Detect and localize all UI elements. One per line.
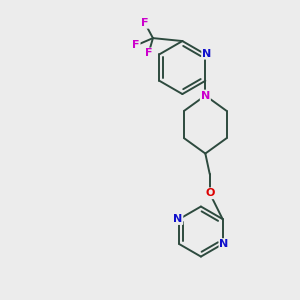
Text: N: N (202, 49, 212, 59)
Text: N: N (173, 214, 182, 224)
Text: N: N (219, 239, 229, 249)
Text: F: F (145, 48, 152, 59)
Text: F: F (132, 40, 140, 50)
Text: N: N (201, 91, 210, 100)
Text: F: F (141, 18, 148, 28)
Text: O: O (205, 188, 214, 198)
